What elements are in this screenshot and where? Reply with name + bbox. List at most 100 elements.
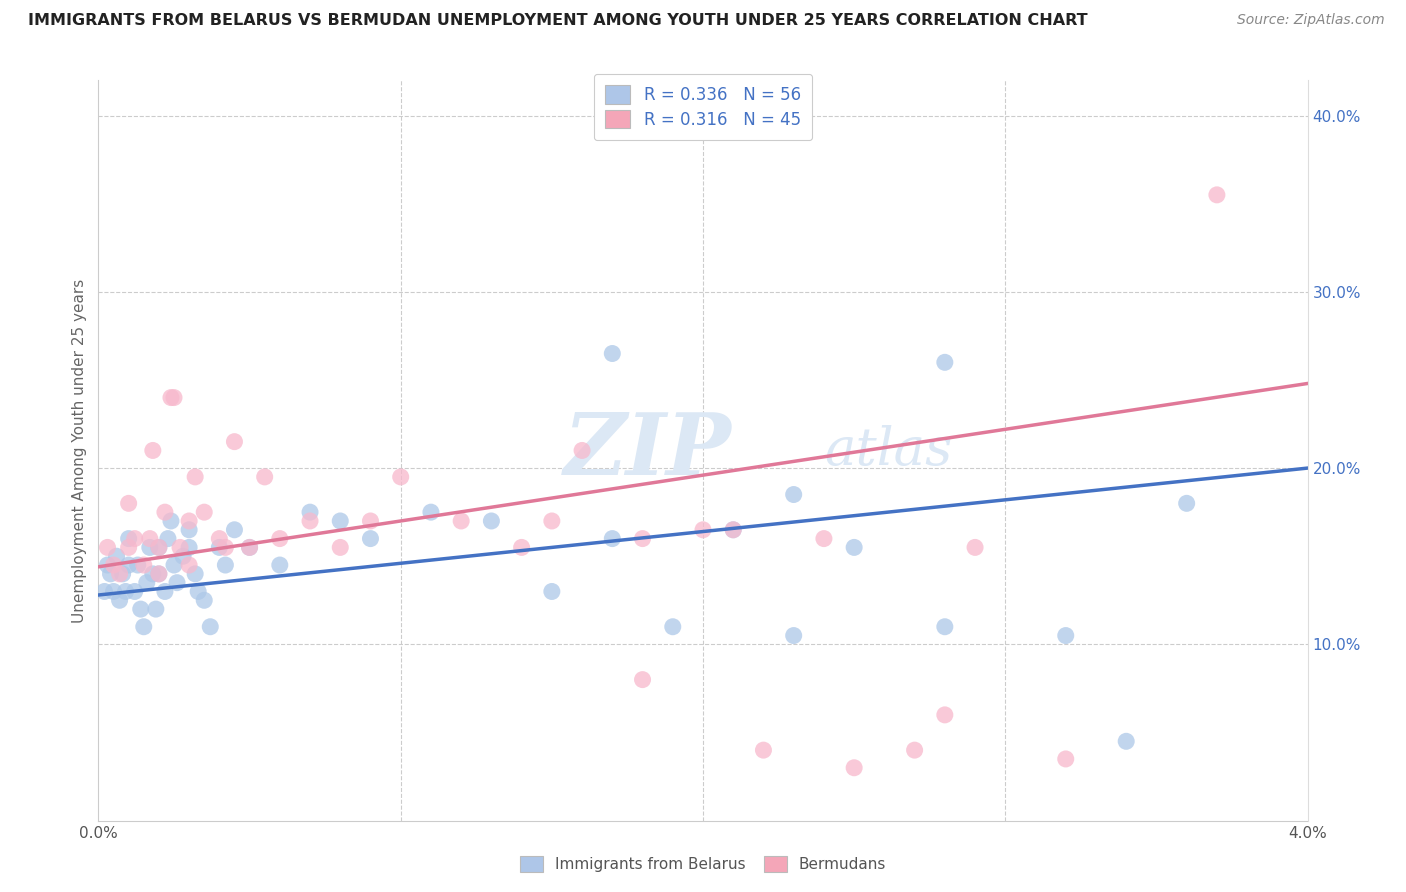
Point bbox=[420, 505, 443, 519]
Point bbox=[813, 532, 835, 546]
Point bbox=[1175, 496, 1198, 510]
Point bbox=[783, 628, 806, 642]
Point bbox=[179, 523, 201, 537]
Point bbox=[139, 541, 162, 555]
Point bbox=[193, 505, 215, 519]
Point bbox=[103, 558, 125, 572]
Point bbox=[224, 523, 246, 537]
Point bbox=[934, 620, 956, 634]
Point bbox=[100, 566, 122, 581]
Point bbox=[360, 532, 382, 546]
Point bbox=[631, 673, 654, 687]
Point bbox=[269, 558, 291, 572]
Point bbox=[179, 514, 201, 528]
Point bbox=[631, 532, 654, 546]
Point bbox=[124, 532, 146, 546]
Point bbox=[118, 541, 141, 555]
Point bbox=[299, 514, 322, 528]
Point bbox=[661, 620, 683, 634]
Point bbox=[124, 584, 146, 599]
Point bbox=[148, 566, 170, 581]
Point bbox=[200, 620, 222, 634]
Point bbox=[139, 532, 162, 546]
Point bbox=[160, 514, 183, 528]
Point bbox=[239, 541, 262, 555]
Point bbox=[934, 355, 956, 369]
Point bbox=[166, 575, 188, 590]
Point bbox=[214, 541, 236, 555]
Point bbox=[96, 541, 118, 555]
Point bbox=[118, 558, 141, 572]
Point bbox=[692, 523, 714, 537]
Point bbox=[1054, 628, 1077, 642]
Point bbox=[602, 346, 624, 360]
Point bbox=[844, 541, 866, 555]
Point bbox=[193, 593, 215, 607]
Point bbox=[783, 487, 806, 501]
Point bbox=[96, 558, 118, 572]
Point bbox=[934, 707, 956, 722]
Y-axis label: Unemployment Among Youth under 25 years: Unemployment Among Youth under 25 years bbox=[72, 278, 87, 623]
Point bbox=[510, 541, 533, 555]
Point bbox=[571, 443, 593, 458]
Point bbox=[179, 541, 201, 555]
Point bbox=[132, 558, 155, 572]
Point bbox=[540, 514, 562, 528]
Point bbox=[153, 584, 176, 599]
Point bbox=[127, 558, 149, 572]
Point bbox=[156, 532, 179, 546]
Point bbox=[148, 566, 170, 581]
Text: IMMIGRANTS FROM BELARUS VS BERMUDAN UNEMPLOYMENT AMONG YOUTH UNDER 25 YEARS CORR: IMMIGRANTS FROM BELARUS VS BERMUDAN UNEM… bbox=[28, 13, 1088, 29]
Text: ZIP: ZIP bbox=[564, 409, 731, 492]
Legend: Immigrants from Belarus, Bermudans: Immigrants from Belarus, Bermudans bbox=[512, 848, 894, 880]
Point bbox=[153, 505, 176, 519]
Point bbox=[111, 566, 134, 581]
Point bbox=[169, 541, 191, 555]
Point bbox=[114, 584, 136, 599]
Legend: R = 0.336   N = 56, R = 0.316   N = 45: R = 0.336 N = 56, R = 0.316 N = 45 bbox=[593, 74, 813, 140]
Point bbox=[360, 514, 382, 528]
Text: Source: ZipAtlas.com: Source: ZipAtlas.com bbox=[1237, 13, 1385, 28]
Point bbox=[450, 514, 472, 528]
Point bbox=[129, 602, 152, 616]
Point bbox=[187, 584, 209, 599]
Point bbox=[224, 434, 246, 449]
Point bbox=[172, 549, 194, 564]
Point bbox=[253, 470, 276, 484]
Point bbox=[184, 470, 207, 484]
Point bbox=[214, 558, 236, 572]
Point bbox=[752, 743, 775, 757]
Point bbox=[540, 584, 562, 599]
Point bbox=[844, 761, 866, 775]
Point bbox=[1115, 734, 1137, 748]
Point bbox=[965, 541, 987, 555]
Point bbox=[904, 743, 927, 757]
Point bbox=[184, 566, 207, 581]
Point bbox=[602, 532, 624, 546]
Point bbox=[108, 593, 131, 607]
Point bbox=[389, 470, 412, 484]
Point bbox=[160, 391, 183, 405]
Point bbox=[105, 549, 128, 564]
Point bbox=[135, 575, 157, 590]
Point bbox=[179, 558, 201, 572]
Point bbox=[163, 391, 186, 405]
Text: atlas: atlas bbox=[824, 425, 952, 476]
Point bbox=[1054, 752, 1077, 766]
Point bbox=[1206, 187, 1229, 202]
Point bbox=[329, 541, 352, 555]
Point bbox=[208, 541, 231, 555]
Point bbox=[163, 558, 186, 572]
Point bbox=[208, 532, 231, 546]
Point bbox=[93, 584, 115, 599]
Point bbox=[108, 566, 131, 581]
Point bbox=[118, 532, 141, 546]
Point bbox=[132, 620, 155, 634]
Point bbox=[269, 532, 291, 546]
Point bbox=[148, 541, 170, 555]
Point bbox=[723, 523, 745, 537]
Point bbox=[723, 523, 745, 537]
Point bbox=[481, 514, 503, 528]
Point bbox=[103, 584, 125, 599]
Point bbox=[142, 443, 165, 458]
